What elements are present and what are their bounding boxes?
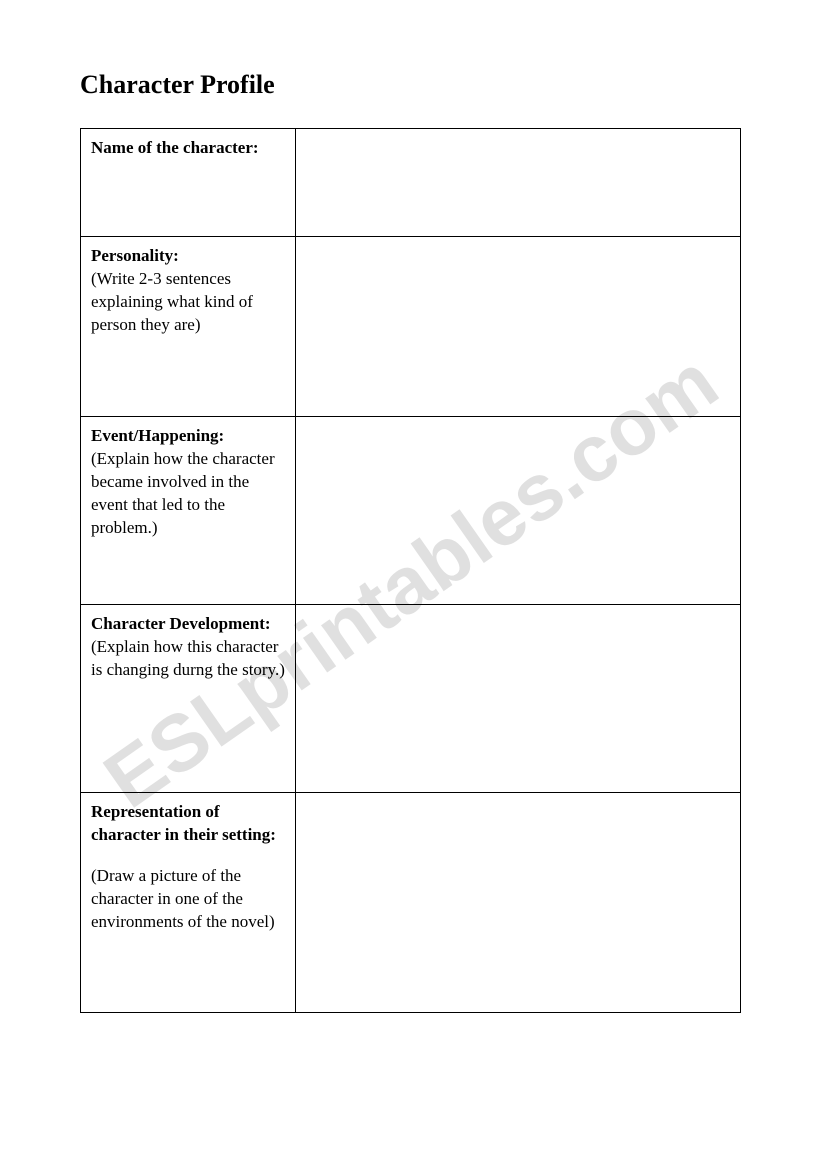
table-row: Personality: (Write 2-3 sentences explai… (81, 237, 741, 417)
label-bold: Character Development: (91, 614, 271, 633)
label-desc: (Draw a picture of the character in one … (91, 866, 275, 931)
label-bold: Name of the character: (91, 138, 259, 157)
label-cell-event: Event/Happening: (Explain how the charac… (81, 417, 296, 605)
table-row: Representation of character in their set… (81, 793, 741, 1013)
value-cell-personality[interactable] (296, 237, 741, 417)
worksheet-content: Character Profile Name of the character:… (80, 70, 741, 1013)
label-bold: Event/Happening: (91, 426, 224, 445)
character-profile-table: Name of the character: Personality: (Wri… (80, 128, 741, 1013)
label-desc: (Explain how the character became involv… (91, 449, 275, 537)
label-bold: Personality: (91, 246, 179, 265)
table-row: Character Development: (Explain how this… (81, 605, 741, 793)
value-cell-representation[interactable] (296, 793, 741, 1013)
label-desc: (Explain how this character is changing … (91, 637, 285, 679)
value-cell-event[interactable] (296, 417, 741, 605)
label-cell-development: Character Development: (Explain how this… (81, 605, 296, 793)
value-cell-development[interactable] (296, 605, 741, 793)
label-cell-representation: Representation of character in their set… (81, 793, 296, 1013)
value-cell-name[interactable] (296, 129, 741, 237)
page-title: Character Profile (80, 70, 741, 100)
label-cell-personality: Personality: (Write 2-3 sentences explai… (81, 237, 296, 417)
label-bold: Representation of character in their set… (91, 802, 276, 844)
label-desc: (Write 2-3 sentences explaining what kin… (91, 269, 253, 334)
table-row: Event/Happening: (Explain how the charac… (81, 417, 741, 605)
label-cell-name: Name of the character: (81, 129, 296, 237)
table-row: Name of the character: (81, 129, 741, 237)
